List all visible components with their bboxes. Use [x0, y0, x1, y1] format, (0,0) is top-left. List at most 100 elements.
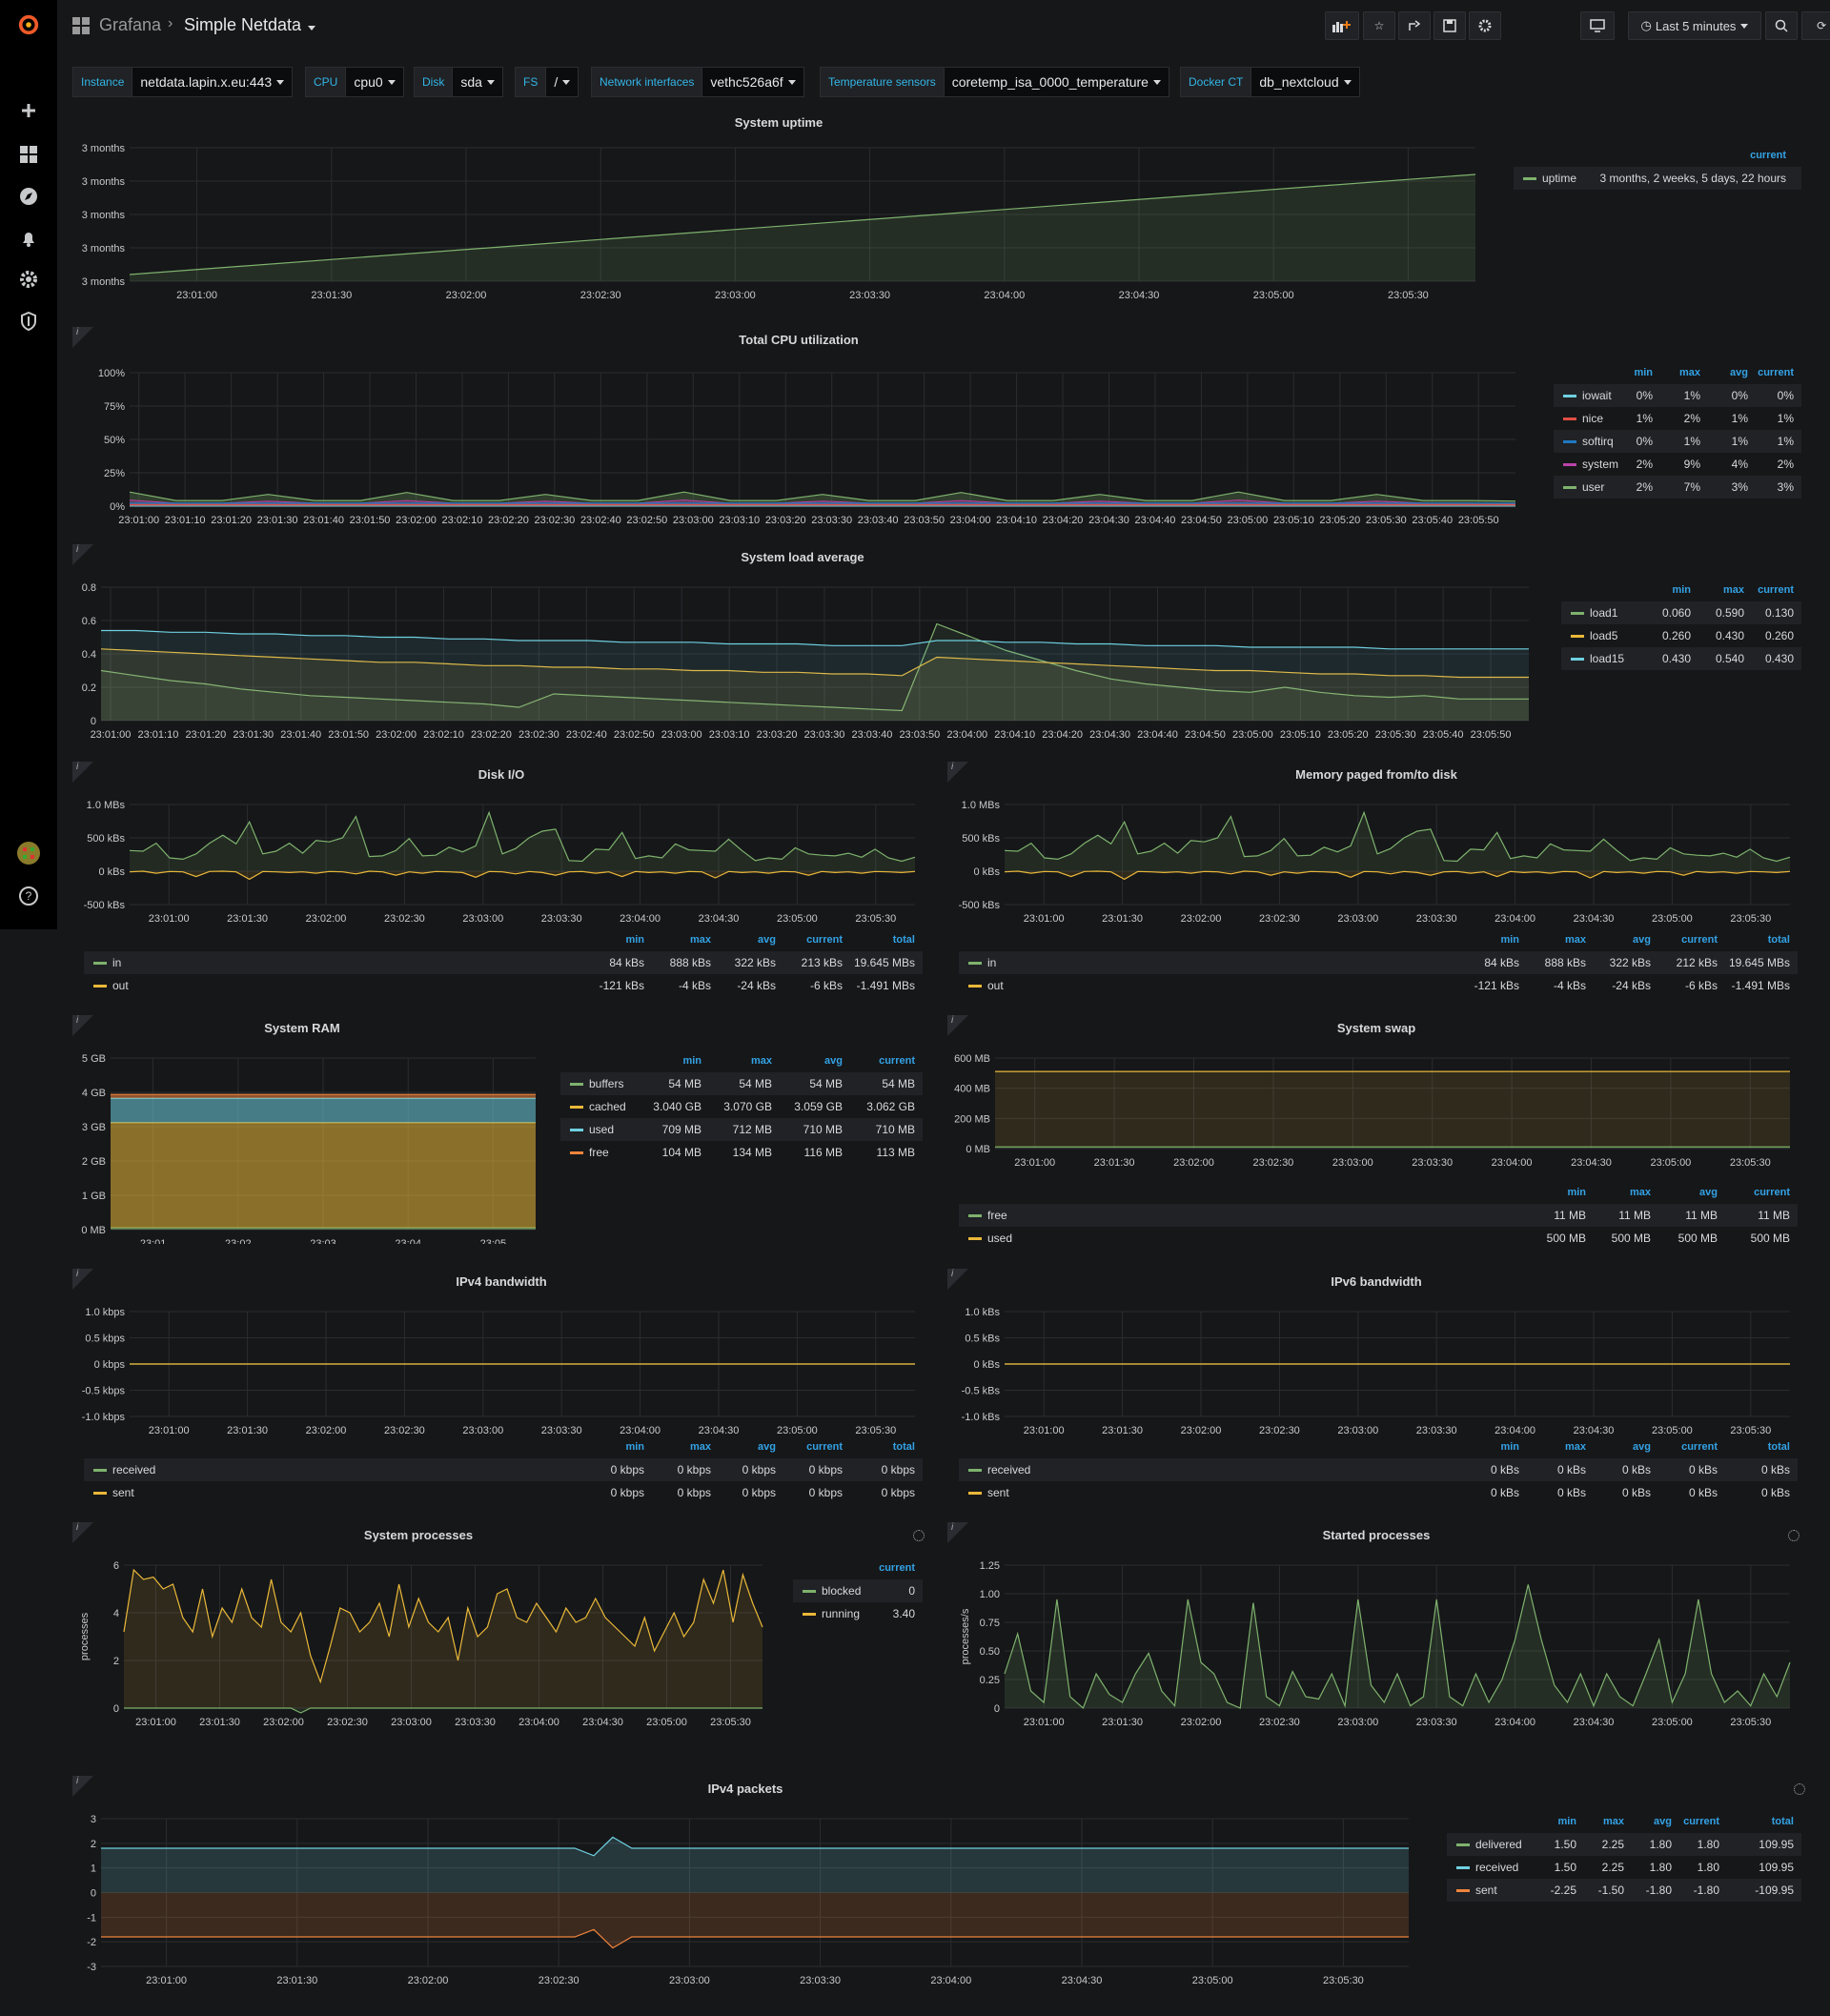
legend-header[interactable]: max: [750, 1055, 772, 1067]
apps-grid-icon[interactable]: [72, 17, 90, 37]
panel-info-icon[interactable]: i: [72, 762, 93, 783]
legend-row[interactable]: blocked 0: [793, 1579, 923, 1602]
panel-info-icon[interactable]: i: [72, 1522, 93, 1543]
legend-header[interactable]: avg: [1699, 1187, 1718, 1198]
panel-info-icon[interactable]: i: [72, 1776, 93, 1797]
legend-header[interactable]: current: [879, 1562, 915, 1574]
legend-series-name[interactable]: uptime: [1542, 172, 1577, 185]
panel-title[interactable]: IPv4 bandwidth: [456, 1274, 547, 1289]
legend-header[interactable]: avg: [824, 1055, 843, 1067]
variable-docker-ct[interactable]: Docker CT db_nextcloud: [1180, 67, 1360, 97]
legend-series-name[interactable]: load1: [1590, 606, 1618, 620]
legend-row[interactable]: user 2% 7% 3% 3%: [1554, 476, 1801, 499]
panel-title[interactable]: Disk I/O: [478, 767, 525, 782]
variable-select[interactable]: vethc526a6f: [702, 67, 804, 97]
legend-row[interactable]: sent 0 kbps 0 kbps 0 kbps 0 kbps 0 kbps: [84, 1481, 923, 1504]
legend-series-name[interactable]: load15: [1590, 652, 1625, 665]
panel-title[interactable]: IPv6 bandwidth: [1331, 1274, 1422, 1289]
legend-header[interactable]: total: [892, 1441, 915, 1453]
panel-title[interactable]: System RAM: [264, 1021, 340, 1035]
legend-series-name[interactable]: running: [822, 1607, 861, 1620]
legend-series-name[interactable]: sent: [987, 1486, 1009, 1499]
legend-row[interactable]: received 0 kbps 0 kbps 0 kbps 0 kbps 0 kbps: [84, 1458, 923, 1481]
variable-fs[interactable]: FS /: [515, 67, 580, 97]
panel-title[interactable]: Started processes: [1322, 1528, 1431, 1542]
share-button[interactable]: [1398, 11, 1431, 40]
panel-procs[interactable]: i System processes 6 4 2 0 23:01:00 23:01:30 23:…: [72, 1522, 930, 1765]
legend-row[interactable]: system 2% 9% 4% 2%: [1554, 453, 1801, 476]
legend-row[interactable]: out -121 kBs -4 kBs -24 kBs -6 kBs -1.491 MBs: [959, 974, 1798, 997]
legend-header[interactable]: max: [1564, 1441, 1586, 1453]
legend-row[interactable]: load1 0.060 0.590 0.130: [1561, 601, 1801, 624]
panel-info-icon[interactable]: i: [947, 1269, 968, 1290]
legend-header[interactable]: current: [806, 934, 843, 946]
legend-series-name[interactable]: softirq: [1582, 435, 1614, 448]
legend-row[interactable]: nice 1% 2% 1% 1%: [1554, 407, 1801, 430]
panel-started[interactable]: i Started processes 1.25 1.00 0.75 0.50 0.25 0 2…: [947, 1522, 1805, 1765]
variable-select[interactable]: netdata.lapin.x.eu:443: [132, 67, 294, 97]
legend-series-name[interactable]: received: [1475, 1861, 1519, 1874]
variable-select[interactable]: coretemp_isa_0000_temperature: [944, 67, 1169, 97]
explore-icon[interactable]: [17, 185, 40, 208]
legend-header[interactable]: current: [879, 1055, 915, 1067]
panel-info-icon[interactable]: i: [947, 1522, 968, 1543]
legend-series-name[interactable]: used: [589, 1123, 615, 1136]
zoom-out-button[interactable]: [1765, 11, 1798, 40]
legend-header[interactable]: max: [1564, 934, 1586, 946]
legend-row[interactable]: free 11 MB 11 MB 11 MB 11 MB: [959, 1204, 1798, 1227]
variable-network-interfaces[interactable]: Network interfaces vethc526a6f: [591, 67, 804, 97]
legend-header[interactable]: current: [806, 1441, 843, 1453]
bell-icon[interactable]: [17, 227, 40, 250]
legend-series-name[interactable]: free: [987, 1209, 1007, 1222]
panel-info-icon[interactable]: i: [72, 1015, 93, 1036]
panel-cpu[interactable]: i Total CPU utilization 100% 75% 50% 25% 0% 23:…: [72, 327, 1811, 532]
legend-row[interactable]: in 84 kBs 888 kBs 322 kBs 213 kBs 19.645 MBs: [84, 951, 923, 974]
legend-series-name[interactable]: blocked: [822, 1584, 862, 1598]
legend-series-name[interactable]: sent: [1475, 1884, 1497, 1897]
panel-ipv4pk[interactable]: i IPv4 packets 3 2 1 0 -1 -2 -3 23:01:00 23:01:30 2…: [72, 1776, 1811, 2016]
variable-select[interactable]: /: [546, 67, 580, 97]
dashboard-title[interactable]: Simple Netdata: [184, 15, 302, 34]
variable-select[interactable]: cpu0: [346, 67, 404, 97]
legend-header[interactable]: total: [1771, 1816, 1794, 1827]
panel-title[interactable]: System swap: [1336, 1021, 1416, 1035]
legend-header[interactable]: min: [1557, 1816, 1576, 1827]
add-panel-button[interactable]: [1325, 11, 1359, 40]
legend-header[interactable]: total: [892, 934, 915, 946]
legend-row[interactable]: load15 0.430 0.540 0.430: [1561, 647, 1801, 670]
legend-header[interactable]: max: [1722, 584, 1744, 596]
grafana-logo-icon[interactable]: [17, 13, 40, 36]
panel-ipv6bw[interactable]: i IPv6 bandwidth 1.0 kBs 0.5 kBs 0 kBs -0.5 k…: [947, 1269, 1805, 1507]
panel-info-icon[interactable]: i: [72, 1269, 93, 1290]
legend-header[interactable]: avg: [1730, 367, 1748, 378]
legend-series-name[interactable]: delivered: [1475, 1838, 1522, 1851]
panel-title[interactable]: System load average: [741, 550, 864, 564]
legend-header[interactable]: min: [1500, 1441, 1519, 1453]
legend-header[interactable]: max: [1678, 367, 1700, 378]
panel-title[interactable]: Total CPU utilization: [739, 333, 859, 347]
panel-title[interactable]: IPv4 packets: [707, 1782, 783, 1796]
legend-header[interactable]: min: [682, 1055, 702, 1067]
panel-title[interactable]: System processes: [363, 1528, 474, 1542]
legend-header[interactable]: min: [1634, 367, 1653, 378]
shield-icon[interactable]: [17, 310, 40, 333]
legend-row[interactable]: load5 0.260 0.430 0.260: [1561, 624, 1801, 647]
legend-header[interactable]: min: [1672, 584, 1691, 596]
avatar[interactable]: [17, 842, 40, 865]
legend-row[interactable]: uptime 3 months, 2 weeks, 5 days, 22 hour…: [1514, 167, 1801, 190]
legend-series-name[interactable]: received: [987, 1463, 1031, 1476]
legend-header[interactable]: max: [1602, 1816, 1624, 1827]
legend-row[interactable]: sent -2.25 -1.50 -1.80 -1.80 -109.95: [1447, 1879, 1801, 1902]
legend-row[interactable]: used 500 MB 500 MB 500 MB 500 MB: [959, 1227, 1798, 1250]
legend-row[interactable]: free 104 MB 134 MB 116 MB 113 MB: [560, 1141, 923, 1164]
star-button[interactable]: ☆: [1363, 11, 1395, 40]
legend-row[interactable]: cached 3.040 GB 3.070 GB 3.059 GB 3.062 GB: [560, 1095, 923, 1118]
legend-series-name[interactable]: in: [987, 956, 997, 969]
panel-info-icon[interactable]: i: [947, 1015, 968, 1036]
legend-row[interactable]: buffers 54 MB 54 MB 54 MB 54 MB: [560, 1072, 923, 1095]
legend-header[interactable]: current: [1754, 1187, 1790, 1198]
panel-load[interactable]: i System load average 0.8 0.6 0.4 0.2 0 23:01:0…: [72, 544, 1811, 749]
legend-header[interactable]: current: [1681, 1441, 1718, 1453]
variable-disk[interactable]: Disk sda: [414, 67, 503, 97]
legend-header[interactable]: current: [1758, 367, 1794, 378]
